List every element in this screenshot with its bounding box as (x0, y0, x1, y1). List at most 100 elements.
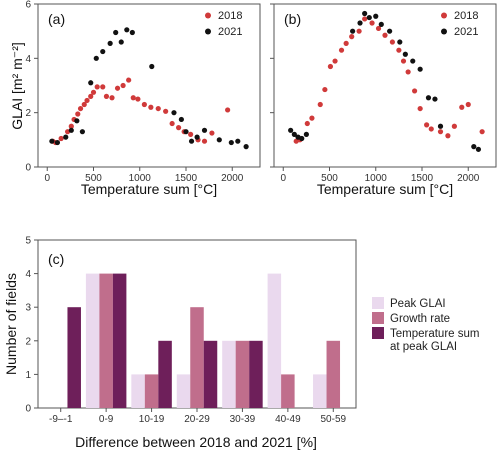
panel-c-legend-label: Temperature sum (390, 328, 479, 340)
panel-b-chart: (b) Temperature sum [°C] 0 500 1000 1500 200… (270, 3, 497, 197)
panel-b-point-2021 (303, 131, 309, 137)
panel-b-x-tick-label: 1000 (365, 173, 388, 184)
panel-b-point-2018 (405, 69, 411, 75)
panel-b-point-2021 (397, 39, 403, 45)
panel-a-y-tick-label: 0 (25, 163, 31, 174)
panel-a-point-2018 (77, 105, 84, 112)
panel-c-bar-peak-glai (313, 374, 327, 408)
panel-a-x-tick-label: 500 (85, 173, 102, 184)
panel-a-point-2018 (81, 101, 87, 108)
panel-a-point-2021 (124, 27, 130, 33)
panel-c-y-tick-label: 4 (25, 269, 31, 280)
panel-b-point-2018 (332, 58, 338, 64)
panel-b-point-2018 (465, 101, 471, 108)
panel-b-point-2018 (400, 58, 407, 64)
panel-a-point-2021 (194, 134, 200, 140)
panel-b-legend-label-2021: 2021 (454, 26, 478, 38)
panel-a-point-2018 (141, 101, 147, 108)
panel-c-x-tick-label: -9–-1 (49, 414, 73, 425)
panel-a-point-2018 (201, 138, 208, 144)
panel-c-ylabel: Number of fields (3, 273, 19, 375)
panel-b-point-2018 (362, 16, 368, 22)
panel-a-point-2021 (201, 127, 208, 133)
panel-c-bar-growth-rate (190, 307, 204, 408)
panel-b-x-tick-label: 2000 (457, 173, 480, 184)
panel-b-point-2018 (445, 133, 451, 139)
panel-a-point-2018 (163, 108, 169, 114)
panel-b-point-2018 (349, 34, 355, 40)
panel-c-bar-growth-rate (144, 374, 159, 408)
panel-b-point-2018 (412, 88, 418, 94)
panel-a-point-2021 (107, 40, 113, 46)
panel-c-legend-label: Growth rate (390, 313, 450, 325)
panel-b-point-2021 (378, 21, 384, 27)
panel-b-point-2018 (428, 126, 434, 132)
panel-a-point-2018 (100, 84, 106, 90)
panel-a-point-2018 (75, 111, 81, 117)
panel-c-x-tick-label: 40-49 (275, 414, 301, 425)
panel-a-legend-marker-2018 (205, 12, 211, 19)
panel-a-point-2018 (94, 84, 100, 90)
panel-b-point-2021 (357, 20, 363, 26)
panel-a-x-tick-label: 1000 (129, 173, 152, 184)
panel-a-legend-label-2018: 2018 (218, 10, 242, 22)
panel-c-bar-growth-rate (235, 340, 250, 408)
panel-a-point-2021 (118, 39, 124, 45)
panel-a-x-tick-label: 2000 (221, 173, 244, 184)
panel-a-point-2021 (183, 129, 189, 135)
panel-c-y-tick-label: 5 (25, 236, 31, 247)
panel-a-point-2018 (126, 77, 132, 83)
panel-c-legend-swatch-growth-rate (372, 312, 384, 324)
panel-b-x-tick-label: 1500 (411, 173, 434, 184)
panel-a-point-2018 (90, 89, 97, 95)
panel-c-bar-temp-sum-peak (249, 340, 263, 408)
panel-a-point-2018 (155, 105, 161, 112)
panel-a-point-2021 (54, 139, 61, 146)
panel-b-xlabel: Temperature sum [°C] (317, 181, 453, 197)
panel-b-label: (b) (284, 11, 301, 27)
panel-a-point-2018 (103, 93, 110, 99)
panel-b-point-2018 (459, 104, 465, 110)
panel-b-point-2018 (356, 28, 362, 34)
panel-b-point-2018 (389, 39, 395, 45)
panel-c-bar-temp-sum-peak (203, 340, 218, 408)
panel-b-point-2021 (373, 13, 379, 19)
panel-a-point-2021 (88, 80, 94, 86)
panel-a-point-2021 (243, 144, 249, 150)
panel-a-point-2018 (176, 125, 182, 131)
panel-a-point-2021 (178, 116, 184, 123)
panel-c-x-tick-label: 0-9 (99, 414, 114, 425)
panel-c-bar-temp-sum-peak (158, 340, 172, 408)
panel-c-y-tick-label: 2 (25, 336, 31, 347)
panel-a-point-2018 (148, 104, 154, 110)
panel-c-legend-swatch-temp-sum-peak (372, 327, 384, 339)
panel-c-bar-peak-glai (131, 374, 145, 408)
panel-c-x-tick-label: 10-19 (139, 414, 165, 425)
panel-b-point-2018 (322, 86, 328, 93)
panel-b-legend-marker-2018 (441, 12, 447, 19)
panel-b-point-2021 (417, 66, 423, 72)
panel-c-x-tick-label: 20-29 (184, 414, 210, 425)
panel-c-bar-growth-rate (281, 374, 295, 408)
panel-b-point-2021 (471, 144, 477, 150)
panel-a-point-2021 (228, 139, 234, 146)
panel-c-bar-peak-glai (267, 273, 282, 408)
panel-a-point-2018 (58, 135, 64, 142)
panel-a-point-2018 (135, 96, 141, 102)
panel-c-bar-peak-glai (85, 273, 100, 408)
panel-a-point-2018 (188, 131, 194, 137)
panel-a-y-tick-label: 4 (25, 54, 31, 65)
panel-b-point-2021 (432, 96, 438, 102)
panel-b-point-2018 (396, 47, 402, 53)
panel-a-x-tick-label: 1500 (175, 173, 198, 184)
panel-a-legend-marker-2021 (205, 28, 211, 35)
panel-a-point-2021 (63, 134, 69, 140)
panel-a-point-2018 (120, 82, 126, 89)
panel-b-point-2018 (304, 120, 310, 127)
panel-c-label: (c) (48, 251, 64, 267)
panel-a-point-2021 (79, 129, 85, 135)
panel-b-point-2018 (417, 105, 423, 112)
panel-c-xlabel: Difference between 2018 and 2021 [%] (75, 434, 317, 450)
panel-a-point-2021 (93, 55, 99, 61)
